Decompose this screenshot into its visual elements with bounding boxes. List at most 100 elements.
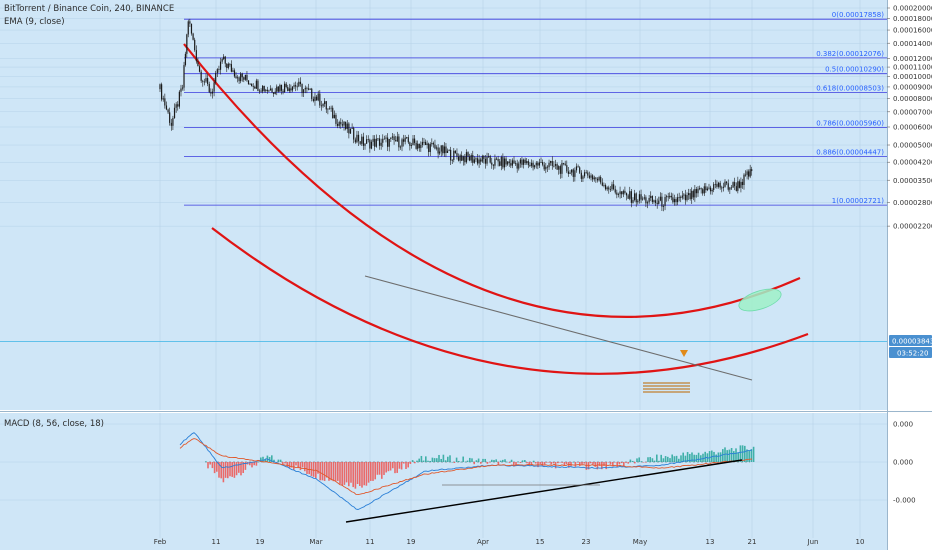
candle-body [180, 88, 182, 92]
candle-body [678, 197, 680, 198]
candle-body [741, 181, 744, 185]
candle-body [182, 87, 184, 89]
candle-body [164, 98, 166, 106]
candle-body [255, 80, 257, 89]
macd-hist-bar [374, 462, 376, 480]
macd-hist-bar [255, 462, 258, 466]
candle-body [388, 138, 390, 147]
candle-body [366, 139, 368, 144]
candle-body [423, 141, 425, 143]
candle-body [288, 88, 290, 91]
macd-hist-bar [581, 462, 583, 465]
candle-body [574, 170, 576, 177]
candle-body [445, 146, 447, 153]
candle-body [437, 147, 439, 154]
candle-body [603, 185, 605, 186]
macd-line [179, 432, 753, 510]
candle-body [708, 187, 710, 189]
candle-body [569, 172, 571, 174]
candle-body [495, 158, 498, 160]
candle-body [210, 92, 212, 94]
macd-hist-bar [638, 457, 640, 462]
macd-hist-bar [409, 462, 412, 464]
price-tick-label: 0.00016000 [893, 27, 932, 35]
candle-body [611, 184, 613, 190]
x-tick-label: 19 [256, 538, 265, 546]
candle-body [412, 138, 414, 146]
candle-body [317, 93, 319, 101]
price-tick-label: 0.00007000 [893, 108, 932, 116]
candle-body [748, 171, 750, 177]
candle-body [280, 84, 283, 91]
x-tick-label: 10 [856, 538, 865, 546]
macd-hist-bar [312, 462, 315, 477]
candle-body [457, 156, 460, 161]
candle-body [159, 84, 161, 90]
candle-body [372, 138, 374, 142]
price-tick-label: 0.00020000 [893, 5, 932, 13]
candle-body [221, 59, 223, 62]
macd-hist-bar [607, 462, 610, 463]
candle-body [236, 77, 239, 79]
candle-body [243, 77, 245, 80]
candle-body [627, 195, 629, 199]
macd-hist-bar [713, 451, 715, 462]
candle-body [548, 162, 550, 168]
candle-body [172, 118, 174, 126]
candle-body [711, 189, 713, 192]
candle-body [299, 81, 302, 85]
macd-hist-bar [240, 462, 242, 476]
macd-hist-bar [378, 462, 381, 475]
macd-hist-bar [321, 462, 324, 481]
candle-body [266, 89, 268, 92]
candle-body [694, 189, 696, 198]
macd-hist-bar [422, 460, 425, 462]
candle-body [513, 160, 515, 164]
macd-hist-bar [614, 462, 616, 463]
candle-body [197, 61, 199, 67]
macd-hist-bar [583, 462, 585, 464]
candle-body [391, 136, 394, 138]
candle-body [346, 123, 348, 130]
candle-body [451, 159, 453, 161]
macd-hist-bar [308, 462, 310, 475]
macd-hist-bar [623, 462, 625, 466]
fib-level-label: 0.618(0.00008503) [816, 85, 884, 93]
macd-hist-bar [431, 457, 434, 462]
macd-hist-bar [660, 454, 662, 462]
candle-body [551, 160, 553, 166]
macd-hist-bar [719, 452, 722, 462]
macd-hist-bar [444, 460, 447, 462]
candle-body [328, 108, 331, 110]
candle-body [625, 193, 628, 196]
macd-divergence-line [345, 459, 743, 523]
macd-hist-bar [352, 462, 354, 488]
candle-body [559, 166, 561, 174]
macd-pane: 0.000 0.000 -0.000 [0, 421, 916, 523]
macd-hist-bar [429, 460, 431, 462]
candle-body [470, 155, 472, 161]
macd-hist-bar [596, 462, 599, 470]
candle-body [683, 194, 685, 196]
candle-body [508, 161, 510, 164]
macd-hist-bar [700, 455, 702, 462]
candle-body [307, 88, 310, 90]
macd-hist-bar [480, 462, 482, 464]
candle-body [656, 202, 658, 204]
candle-body [475, 158, 477, 160]
candle-body [383, 138, 385, 140]
candle-body [208, 83, 210, 93]
candle-body [524, 159, 526, 164]
candle-body [247, 80, 250, 85]
support-bars [643, 382, 690, 393]
candle-body [624, 190, 626, 194]
macd-hist-bar [497, 462, 500, 466]
macd-hist-bar [436, 458, 438, 462]
macd-hist-bar [748, 450, 750, 462]
macd-hist-bar [394, 462, 396, 474]
macd-hist-bar [739, 445, 742, 462]
candle-body [558, 166, 560, 170]
candle-body [257, 80, 259, 91]
price-tick-label: 0.00018000 [893, 15, 932, 23]
